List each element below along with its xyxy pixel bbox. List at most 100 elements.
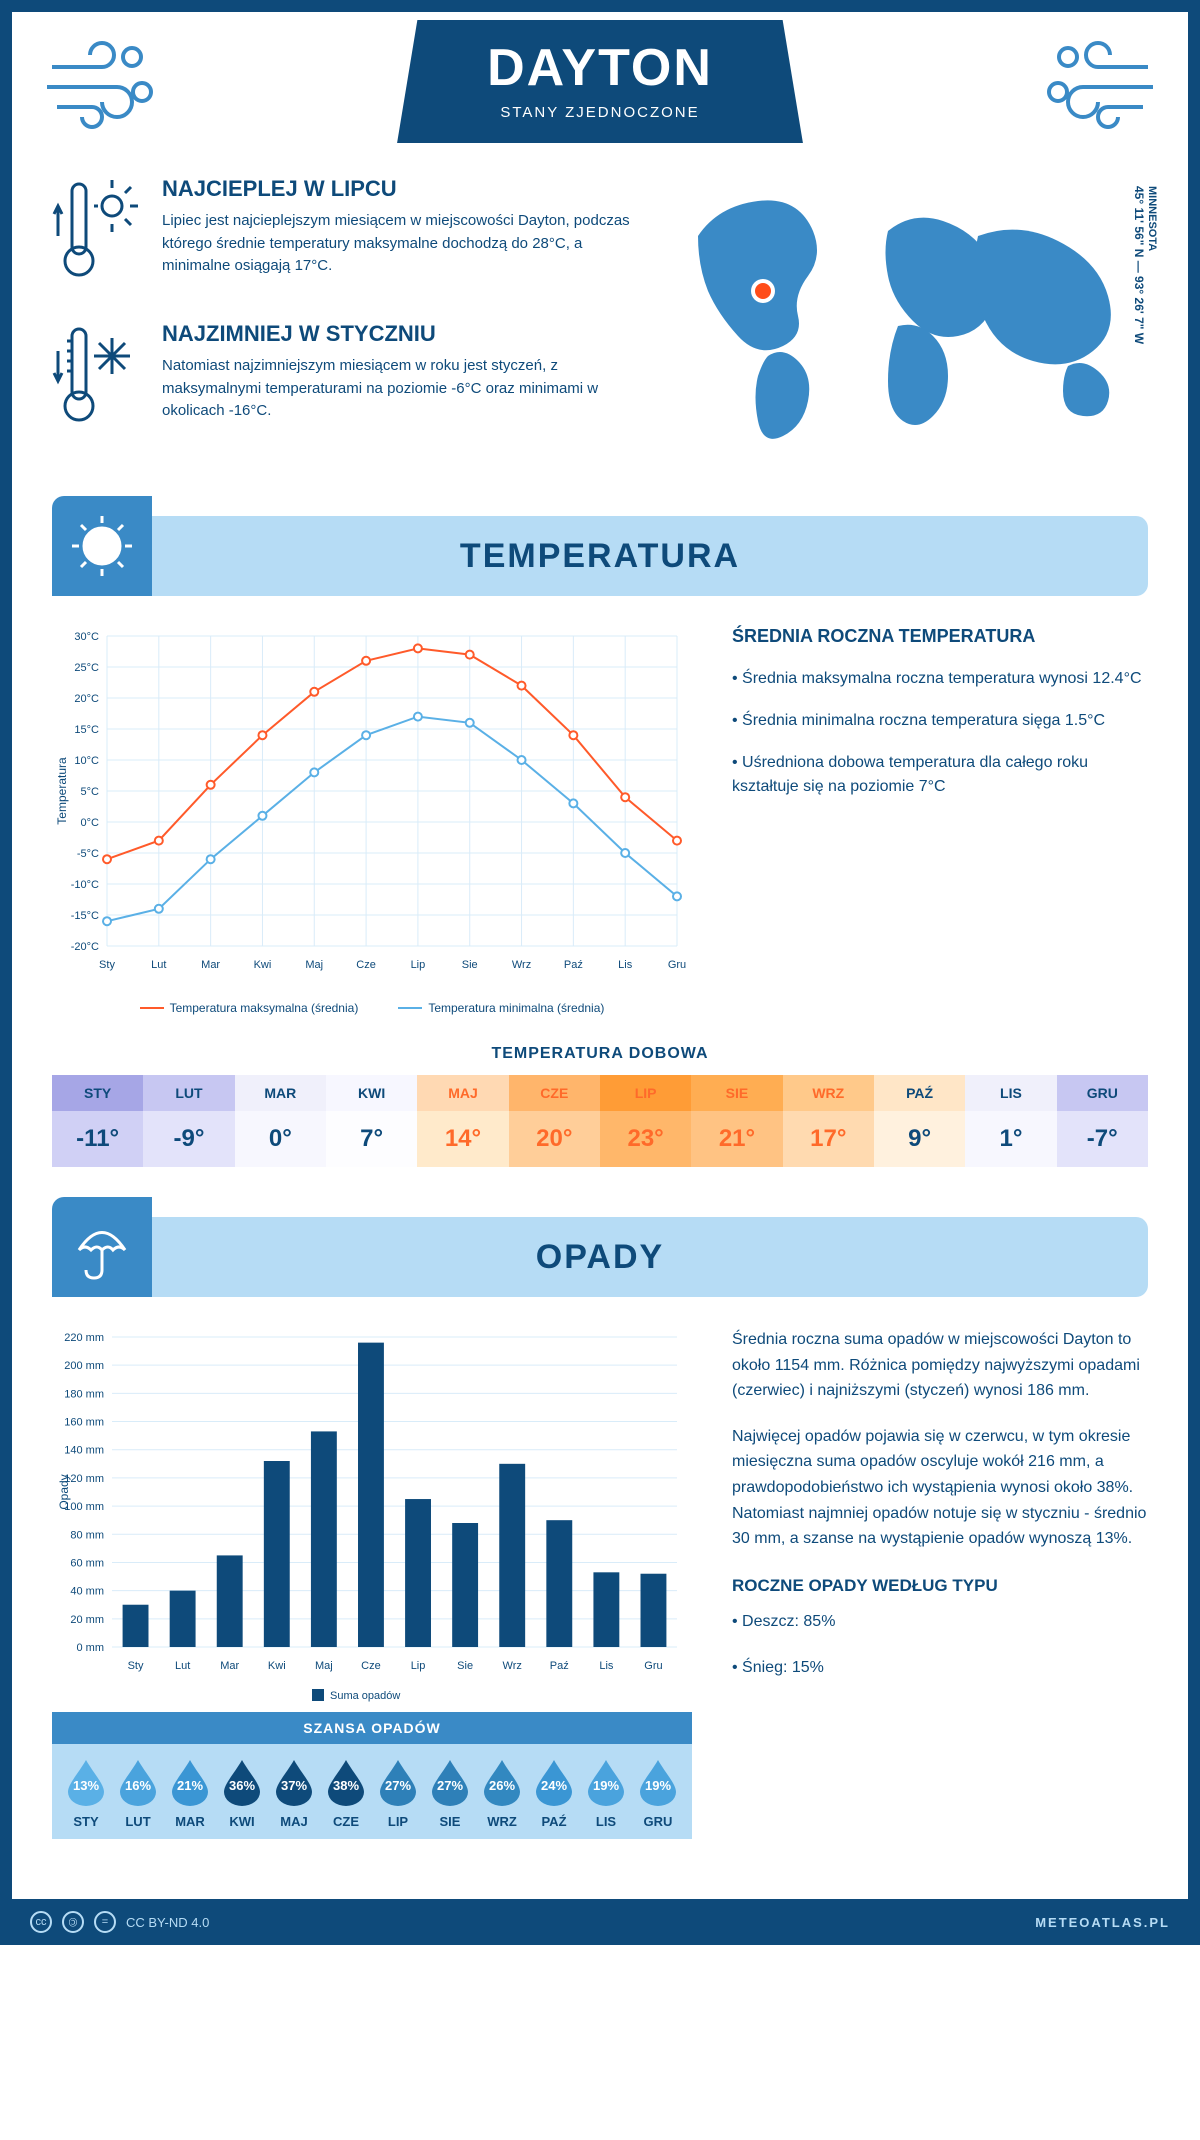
avg-temp-title: ŚREDNIA ROCZNA TEMPERATURA [732,626,1148,647]
chance-cell: 27% SIE [424,1758,476,1829]
coldest-body: Natomiast najzimniejszym miesiącem w rok… [162,355,638,423]
daily-temp-cell: GRU -7° [1057,1075,1148,1167]
svg-text:15°C: 15°C [74,724,99,736]
svg-text:Wrz: Wrz [503,1660,522,1672]
svg-text:Opady: Opady [57,1474,71,1509]
daily-temp-cell: SIE 21° [691,1075,782,1167]
warmest-title: NAJCIEPLEJ W LIPCU [162,176,638,202]
coordinates-label: MINNESOTA 45° 11' 56" N — 93° 26' 7" W [1132,186,1158,344]
license-text: CC BY-ND 4.0 [126,1915,209,1930]
daily-temp-cell: LIP 23° [600,1075,691,1167]
world-map-icon [668,176,1148,456]
precip-para-1: Średnia roczna suma opadów w miejscowośc… [732,1327,1148,1404]
svg-text:Cze: Cze [356,959,376,971]
precip-bar-chart: 0 mm20 mm40 mm60 mm80 mm100 mm120 mm140 … [52,1327,692,1712]
precip-title: OPADY [52,1238,1148,1277]
temperature-block: -20°C-15°C-10°C-5°C0°C5°C10°C15°C20°C25°… [52,626,1148,1015]
precip-block: 0 mm20 mm40 mm60 mm80 mm100 mm120 mm140 … [52,1327,1148,1839]
temp-bullet: • Uśredniona dobowa temperatura dla całe… [732,751,1148,799]
footer-license: cc 🄯 = CC BY-ND 4.0 [30,1911,209,1933]
chance-cell: 38% CZE [320,1758,372,1829]
chance-cell: 21% MAR [164,1758,216,1829]
svg-text:Lis: Lis [618,959,633,971]
svg-text:Lip: Lip [411,959,426,971]
page-frame: DAYTON STANY ZJEDNOCZONE [0,0,1200,1945]
chart-legend-item: Temperatura maksymalna (średnia) [140,1001,359,1015]
daily-temp-cell: STY -11° [52,1075,143,1167]
svg-text:Lis: Lis [599,1660,614,1672]
sun-icon [52,496,152,596]
precip-para-2: Najwięcej opadów pojawia się w czerwcu, … [732,1424,1148,1552]
svg-text:Sty: Sty [99,959,115,971]
svg-text:Paź: Paź [564,959,583,971]
chance-cell: 26% WRZ [476,1758,528,1829]
daily-temp-title: TEMPERATURA DOBOWA [52,1045,1148,1063]
chance-cell: 16% LUT [112,1758,164,1829]
coords-value: 45° 11' 56" N — 93° 26' 7" W [1132,186,1146,344]
daily-temp-table: STY -11° LUT -9° MAR 0° KWI 7° MAJ 14° C… [52,1075,1148,1167]
chance-cell: 19% LIS [580,1758,632,1829]
daily-temp-cell: CZE 20° [509,1075,600,1167]
precip-types-title: ROCZNE OPADY WEDŁUG TYPU [732,1572,1148,1599]
svg-text:160 mm: 160 mm [64,1417,104,1429]
daily-temp-cell: LIS 1° [965,1075,1056,1167]
svg-text:Mar: Mar [201,959,220,971]
svg-text:Sty: Sty [128,1660,144,1672]
chart-legend-item: Temperatura minimalna (średnia) [398,1001,604,1015]
temp-bullet: • Średnia maksymalna roczna temperatura … [732,667,1148,691]
temperature-description: ŚREDNIA ROCZNA TEMPERATURA • Średnia mak… [732,626,1148,1015]
daily-temp-cell: MAJ 14° [417,1075,508,1167]
cc-icon: cc [30,1911,52,1933]
temperature-section-header: TEMPERATURA [52,516,1148,596]
svg-text:80 mm: 80 mm [70,1529,104,1541]
state-label: MINNESOTA [1146,186,1158,332]
temperature-title: TEMPERATURA [52,537,1148,576]
wind-icon-left [42,32,162,146]
svg-text:Maj: Maj [315,1660,333,1672]
svg-text:Lut: Lut [175,1660,190,1672]
svg-text:Gru: Gru [644,1660,662,1672]
svg-text:Gru: Gru [668,959,686,971]
svg-text:0 mm: 0 mm [77,1642,105,1654]
precip-type-line: • Śnieg: 15% [732,1655,1148,1681]
svg-text:40 mm: 40 mm [70,1586,104,1598]
svg-text:-20°C: -20°C [71,941,99,953]
svg-text:30°C: 30°C [74,631,99,643]
chance-cell: 19% GRU [632,1758,684,1829]
svg-text:5°C: 5°C [81,786,100,798]
warmest-body: Lipiec jest najcieplejszym miesiącem w m… [162,210,638,278]
chance-cell: 24% PAŹ [528,1758,580,1829]
title-banner: DAYTON STANY ZJEDNOCZONE [397,20,803,143]
temp-bullet: • Średnia minimalna roczna temperatura s… [732,709,1148,733]
svg-text:Sie: Sie [457,1660,473,1672]
svg-text:Wrz: Wrz [512,959,531,971]
svg-text:-15°C: -15°C [71,910,99,922]
svg-text:Lip: Lip [411,1660,426,1672]
svg-text:0°C: 0°C [81,817,100,829]
chance-title: SZANSA OPADÓW [52,1712,692,1744]
svg-text:220 mm: 220 mm [64,1332,104,1344]
daily-temp-cell: WRZ 17° [783,1075,874,1167]
svg-text:Maj: Maj [305,959,323,971]
warmest-block: NAJCIEPLEJ W LIPCU Lipiec jest najcieple… [52,176,638,291]
svg-text:25°C: 25°C [74,662,99,674]
svg-text:-5°C: -5°C [77,848,99,860]
daily-temp-cell: LUT -9° [143,1075,234,1167]
by-icon: 🄯 [62,1911,84,1933]
footer: cc 🄯 = CC BY-ND 4.0 METEOATLAS.PL [0,1899,1200,1945]
location-marker-icon [755,283,771,299]
svg-text:Sie: Sie [462,959,478,971]
svg-text:Suma opadów: Suma opadów [330,1690,400,1702]
coldest-block: NAJZIMNIEJ W STYCZNIU Natomiast najzimni… [52,321,638,436]
daily-temp-cell: PAŹ 9° [874,1075,965,1167]
chance-cell: 27% LIP [372,1758,424,1829]
svg-text:Temperatura: Temperatura [55,757,69,825]
header: DAYTON STANY ZJEDNOCZONE [12,12,1188,146]
chance-cell: 37% MAJ [268,1758,320,1829]
precip-type-line: • Deszcz: 85% [732,1609,1148,1635]
precip-description: Średnia roczna suma opadów w miejscowośc… [732,1327,1148,1839]
daily-temp-cell: MAR 0° [235,1075,326,1167]
coldest-title: NAJZIMNIEJ W STYCZNIU [162,321,638,347]
svg-text:20 mm: 20 mm [70,1614,104,1626]
footer-site: METEOATLAS.PL [1035,1915,1170,1930]
